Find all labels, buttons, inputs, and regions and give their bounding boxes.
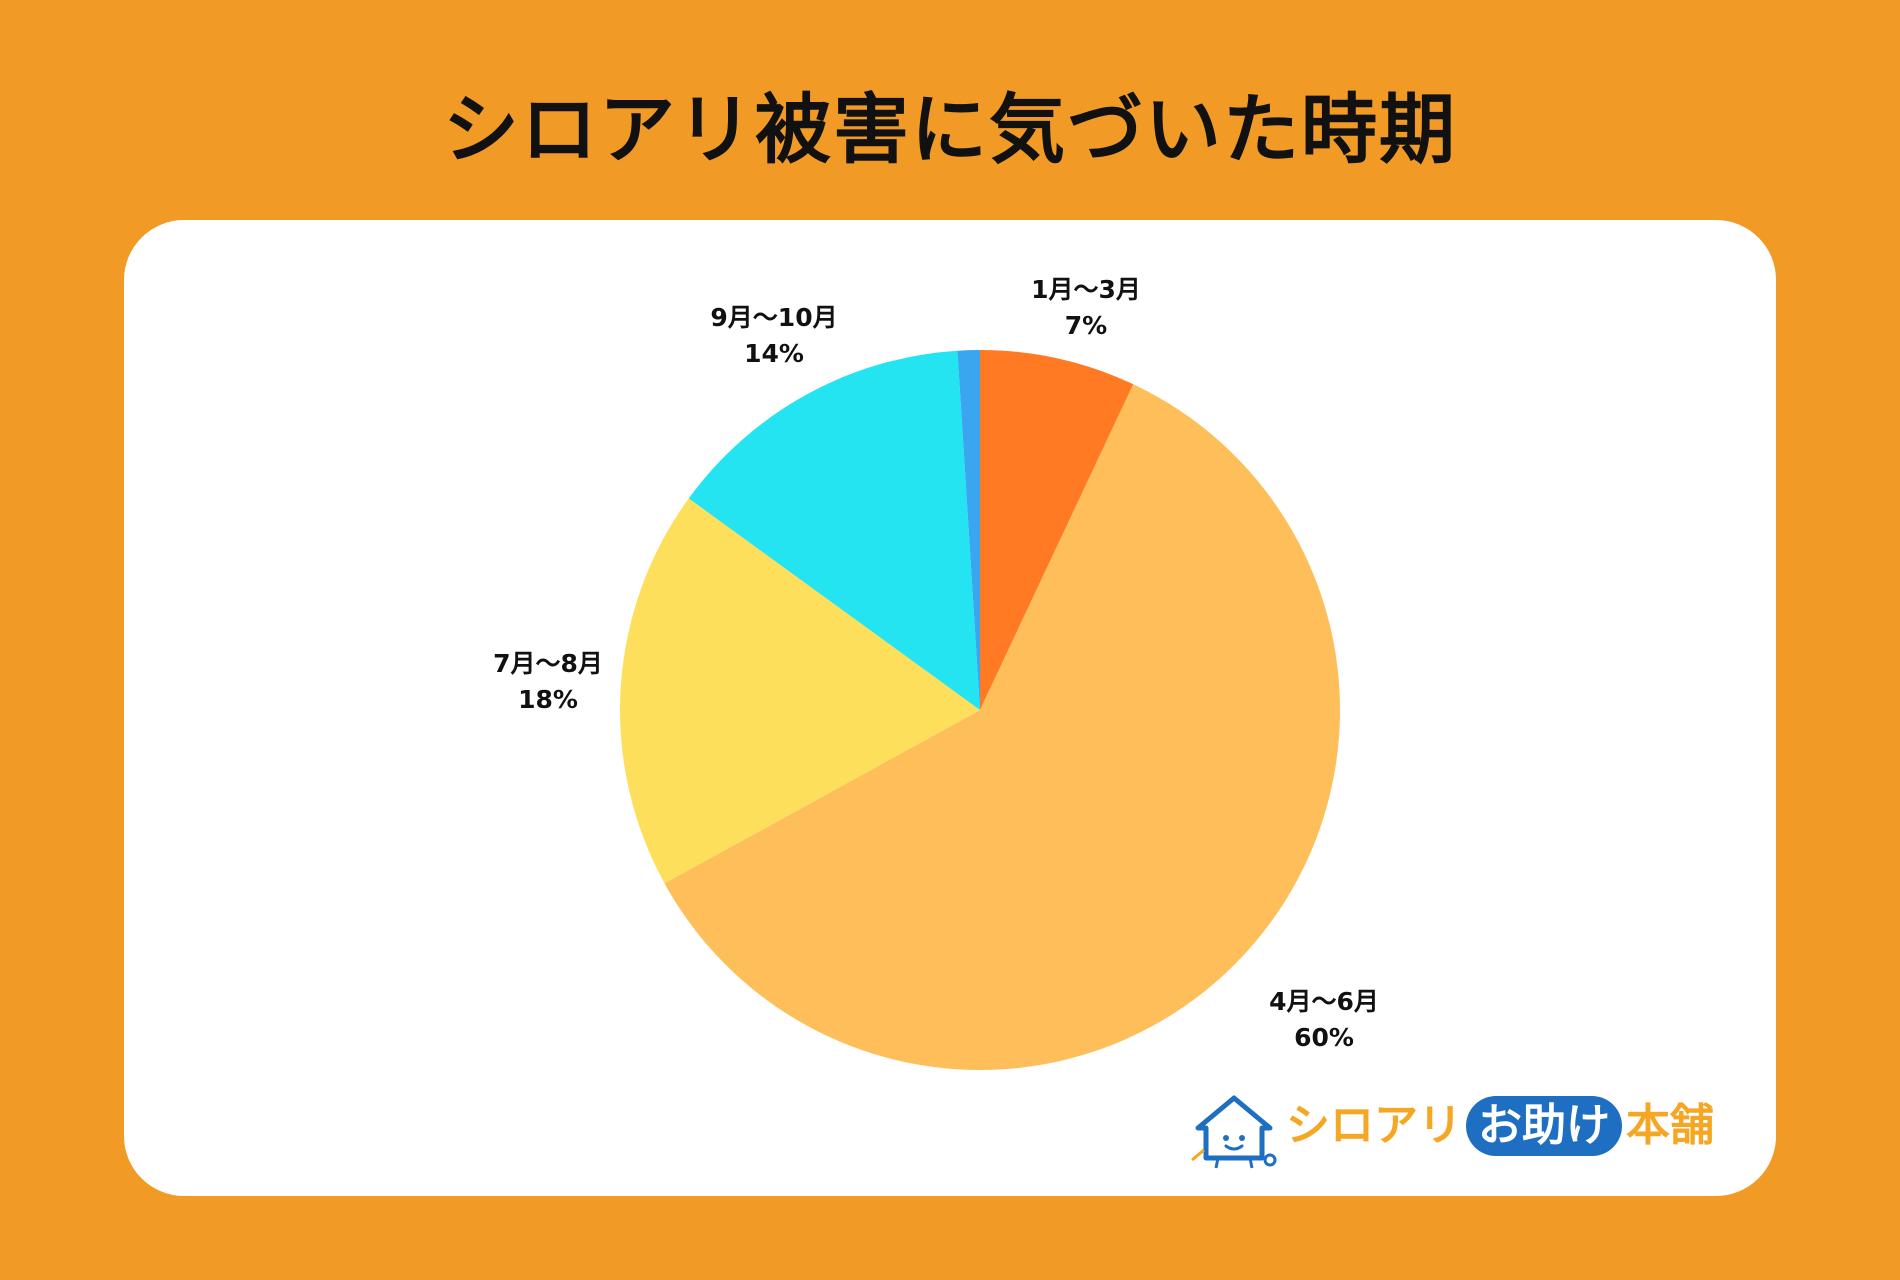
slice-label-category-4: 9月〜10月 [710,303,837,332]
pie-slice-5 [957,350,980,710]
pie-slice-4 [688,350,980,710]
slice-label-percent-4: 14% [744,339,804,368]
slice-label-category-1: 1月〜3月 [1031,275,1141,304]
house-mascot-icon [1191,1095,1277,1169]
chart-card: 1月〜3月 7% 4月〜6月 60% 7月〜8月 18% 9月〜10月 14% [124,220,1776,1196]
pie-slice-2 [664,384,1341,1070]
logo-text-shiroari: シロアリ [1286,1100,1462,1151]
pie-slice-1 [980,350,1134,710]
chart-title: シロアリ被害に気づいた時期 [443,85,1457,174]
slice-label-percent-1: 7% [1065,311,1107,340]
slice-label-percent-2: 60% [1294,1023,1354,1052]
slice-label-category-2: 4月〜6月 [1269,987,1379,1016]
logo-text-otasuke: お助け [1466,1096,1622,1156]
slice-label-percent-3: 18% [518,685,578,714]
pie-chart: 1月〜3月 7% 4月〜6月 60% 7月〜8月 18% 9月〜10月 14% [493,275,1379,1070]
slice-label-category-3: 7月〜8月 [493,649,603,678]
logo-text-honpo: 本舗 [1626,1100,1714,1151]
logo-wordmark: シロアリ お助け 本舗 [1286,1096,1714,1156]
pie-slice-3 [619,498,980,884]
brand-logo: シロアリ お助け 本舗 [1188,1090,1748,1170]
